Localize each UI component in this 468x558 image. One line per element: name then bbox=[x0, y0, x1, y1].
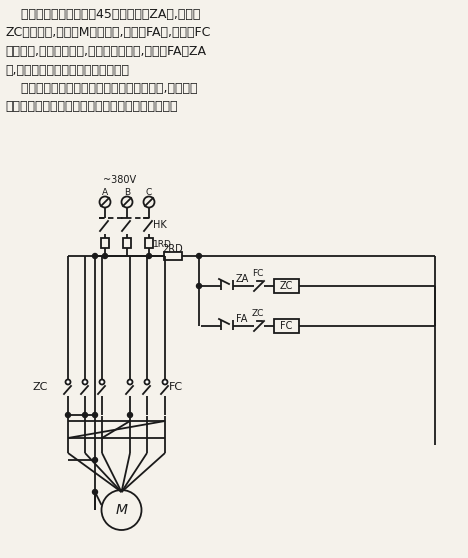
Circle shape bbox=[66, 412, 71, 417]
Circle shape bbox=[82, 412, 88, 417]
Text: ZC: ZC bbox=[280, 281, 293, 291]
Circle shape bbox=[127, 412, 132, 417]
Circle shape bbox=[93, 412, 97, 417]
Bar bbox=[164, 252, 182, 260]
Text: FC: FC bbox=[280, 321, 292, 331]
Text: FA: FA bbox=[236, 314, 248, 324]
Circle shape bbox=[197, 253, 202, 258]
Text: 得电吸合,电源相序改变,电动机反向转动,当松开FA或ZA: 得电吸合,电源相序改变,电动机反向转动,当松开FA或ZA bbox=[5, 45, 206, 58]
Circle shape bbox=[93, 458, 97, 463]
Text: 可逆点动控制线路如图45所示。当按ZA时,接触器: 可逆点动控制线路如图45所示。当按ZA时,接触器 bbox=[5, 8, 200, 21]
Circle shape bbox=[145, 379, 149, 384]
Circle shape bbox=[197, 283, 202, 288]
Text: HK: HK bbox=[153, 220, 167, 230]
Circle shape bbox=[146, 253, 152, 258]
Text: 2RD: 2RD bbox=[162, 244, 183, 254]
Bar bbox=[274, 279, 299, 293]
Text: 时,电动机停转实现了可逆点动要求。: 时,电动机停转实现了可逆点动要求。 bbox=[5, 64, 129, 76]
Bar bbox=[274, 319, 299, 333]
Text: ZC: ZC bbox=[33, 382, 48, 392]
Text: ZA: ZA bbox=[236, 274, 249, 284]
Circle shape bbox=[102, 253, 108, 258]
Circle shape bbox=[127, 379, 132, 384]
Text: 1RD: 1RD bbox=[153, 240, 172, 249]
Text: C: C bbox=[146, 188, 152, 197]
Text: M: M bbox=[116, 503, 127, 517]
Text: FC: FC bbox=[252, 269, 263, 278]
Circle shape bbox=[93, 253, 97, 258]
Circle shape bbox=[66, 379, 71, 384]
Bar bbox=[123, 238, 131, 248]
Bar bbox=[145, 238, 153, 248]
Text: ZC得电吸合,电动机M正向转动,当按下FA时,接触器FC: ZC得电吸合,电动机M正向转动,当按下FA时,接触器FC bbox=[5, 26, 211, 40]
Text: 圈回路中各串一个对方的常闭辅助触点作联锁保护。: 圈回路中各串一个对方的常闭辅助触点作联锁保护。 bbox=[5, 100, 177, 113]
Circle shape bbox=[162, 379, 168, 384]
Circle shape bbox=[82, 379, 88, 384]
Text: ZC: ZC bbox=[252, 309, 264, 318]
Text: ~380V: ~380V bbox=[103, 175, 136, 185]
Circle shape bbox=[93, 489, 97, 494]
Text: A: A bbox=[102, 188, 108, 197]
Text: B: B bbox=[124, 188, 130, 197]
Circle shape bbox=[100, 379, 104, 384]
Text: 为了防止两个接触器同时接通造成两相短路,在两个线: 为了防止两个接触器同时接通造成两相短路,在两个线 bbox=[5, 82, 197, 95]
Bar bbox=[101, 238, 109, 248]
Text: FC: FC bbox=[169, 382, 183, 392]
